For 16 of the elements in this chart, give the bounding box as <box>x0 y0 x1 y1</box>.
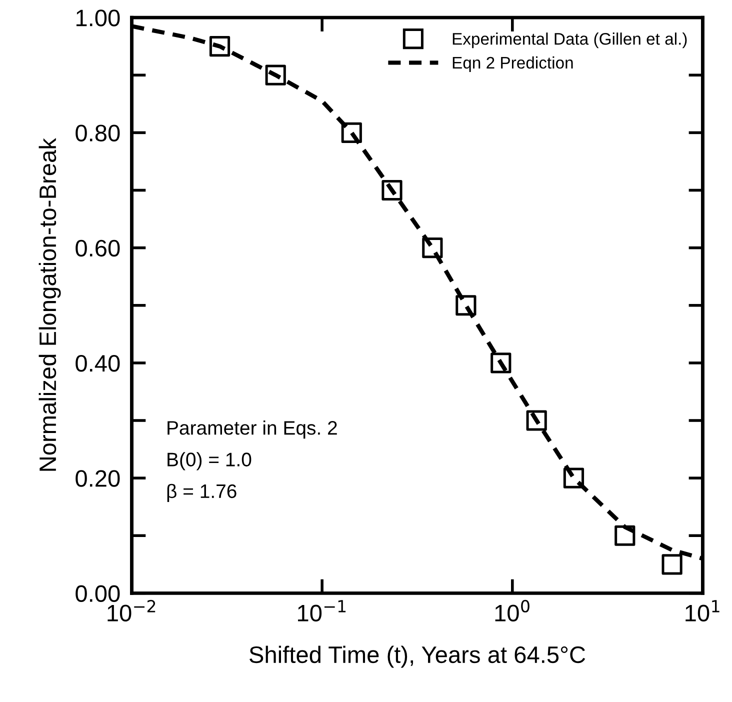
annotation: Parameter in Eqs. 2 <box>168 420 337 439</box>
y-tick-label: 0.20 <box>76 470 120 487</box>
x-tick-label: 10$^{−1}$ <box>298 600 346 622</box>
y-tick-label: 1.00 <box>76 10 120 26</box>
y-tick-label: 0.00 <box>76 585 120 602</box>
x-tick-label: 10$^{1}$ <box>686 600 720 622</box>
y-tick-label: 0.60 <box>76 240 120 257</box>
x-tick-label: 10$^{0}$ <box>495 600 530 622</box>
y-tick-label: 0.40 <box>76 355 120 372</box>
annotation: B(0) = 1.0 <box>168 452 252 470</box>
x-axis-title: Shifted Time (t), Years at 64.5°C <box>250 646 586 668</box>
y-tick-label: 0.80 <box>76 124 120 142</box>
legend-label: Eqn 2 Prediction <box>452 56 573 72</box>
y-axis-title: Normalized Elongation-to-Break <box>38 138 61 471</box>
annotation: β = 1.76 <box>167 484 236 502</box>
legend-label: Experimental Data (Gillen et al.) <box>452 32 687 48</box>
